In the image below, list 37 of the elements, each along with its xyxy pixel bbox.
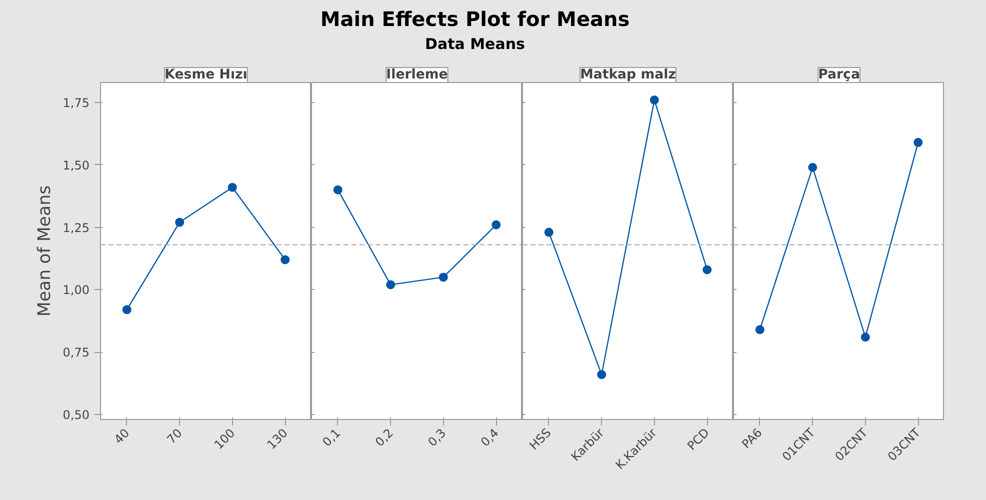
y-tick-label: 1,25 xyxy=(62,220,90,235)
point xyxy=(122,305,132,314)
point xyxy=(597,370,606,380)
x-tick-label: 0,4 xyxy=(478,426,502,450)
x-tick-label: 130 xyxy=(264,426,290,452)
point xyxy=(650,95,659,104)
y-tick-label: 1,50 xyxy=(62,158,90,172)
point xyxy=(175,218,184,227)
point xyxy=(702,265,712,274)
point xyxy=(228,182,237,192)
point xyxy=(333,185,342,194)
x-tick-label: 100 xyxy=(212,426,238,452)
x-tick-label: 40 xyxy=(111,426,132,447)
point xyxy=(492,220,501,230)
point xyxy=(438,272,448,282)
point xyxy=(808,162,818,172)
point xyxy=(280,255,290,264)
text: Data Means xyxy=(424,34,526,55)
y-tick-label: 1,75 xyxy=(62,96,90,110)
x-axis-title: Parça xyxy=(818,68,860,82)
x-axis-title: Ilerleme xyxy=(386,68,448,82)
x-tick-label: 0,2 xyxy=(372,426,396,450)
point xyxy=(914,138,923,147)
x-tick-label: 0,1 xyxy=(320,426,344,450)
x-axis-title: Matkap malz xyxy=(580,68,676,82)
text: Main Effects Plot for Means xyxy=(319,6,631,33)
y-tick-label: 1,00 xyxy=(62,283,90,298)
point xyxy=(386,280,396,290)
x-axis-title: Kesme Hızı xyxy=(164,68,248,82)
point xyxy=(544,228,554,237)
y-tick-label: 0,50 xyxy=(62,408,90,422)
point xyxy=(755,325,764,334)
x-tick-label: 0,3 xyxy=(425,426,449,450)
point xyxy=(860,332,870,342)
y-tick-label: 0,75 xyxy=(62,346,90,360)
y-axis-title: Mean of Means xyxy=(34,185,55,317)
x-tick-label: 70 xyxy=(164,426,185,447)
